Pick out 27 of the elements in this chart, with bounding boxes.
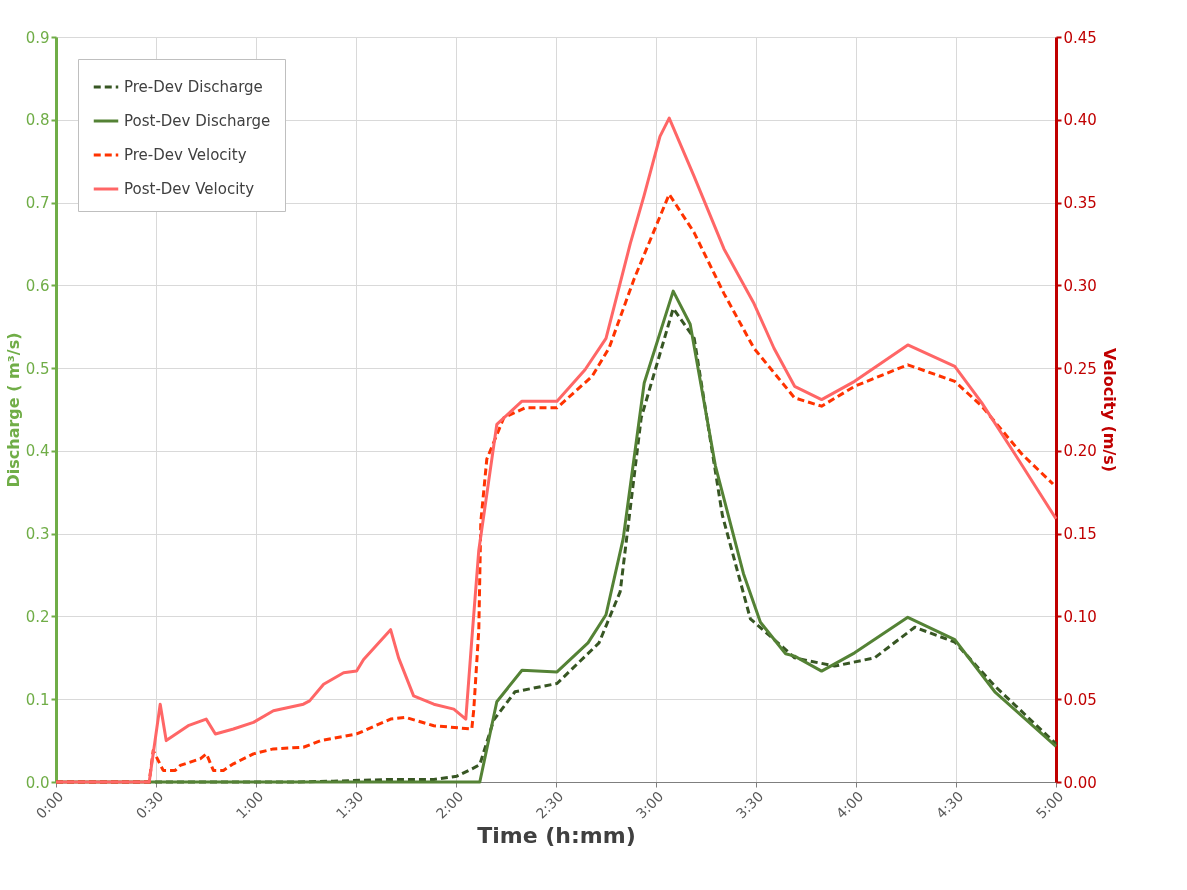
y-tick-label: 0.0 [25, 773, 50, 792]
y-tick-label: 0.8 [25, 111, 50, 130]
y2-tick-label: 0.40 [1063, 111, 1097, 130]
y-axis-title: Discharge ( m³/s) [3, 332, 23, 488]
y2-tick-label: 0.45 [1063, 28, 1097, 47]
x-axis-title: Time (h:mm) [477, 822, 636, 848]
y-tick-label: 0.6 [25, 276, 50, 295]
y-tick-label: 0.1 [25, 690, 50, 709]
y2-tick-label: 0.00 [1063, 773, 1097, 792]
y-tick-label: 0.2 [25, 607, 50, 626]
legend-label: Post-Dev Discharge [124, 112, 271, 130]
y-tick-label: 0.7 [25, 194, 50, 213]
y2-tick-label: 0.05 [1063, 690, 1097, 709]
y-tick-label: 0.3 [25, 525, 50, 544]
y-tick-label: 0.4 [25, 442, 50, 461]
y2-tick-label: 0.30 [1063, 276, 1097, 295]
legend-label: Post-Dev Velocity [124, 180, 255, 198]
y-tick-label: 0.9 [25, 28, 50, 47]
y2-tick-label: 0.25 [1063, 359, 1097, 378]
y2-tick-label: 0.20 [1063, 442, 1097, 461]
y2-tick-label: 0.35 [1063, 194, 1097, 213]
y2-tick-label: 0.10 [1063, 607, 1097, 626]
legend-label: Pre-Dev Velocity [124, 146, 247, 164]
y2-tick-label: 0.15 [1063, 525, 1097, 544]
legend-label: Pre-Dev Discharge [124, 78, 263, 96]
y2-axis-title: Velocity (m/s) [1099, 347, 1119, 473]
y-tick-label: 0.5 [25, 359, 50, 378]
